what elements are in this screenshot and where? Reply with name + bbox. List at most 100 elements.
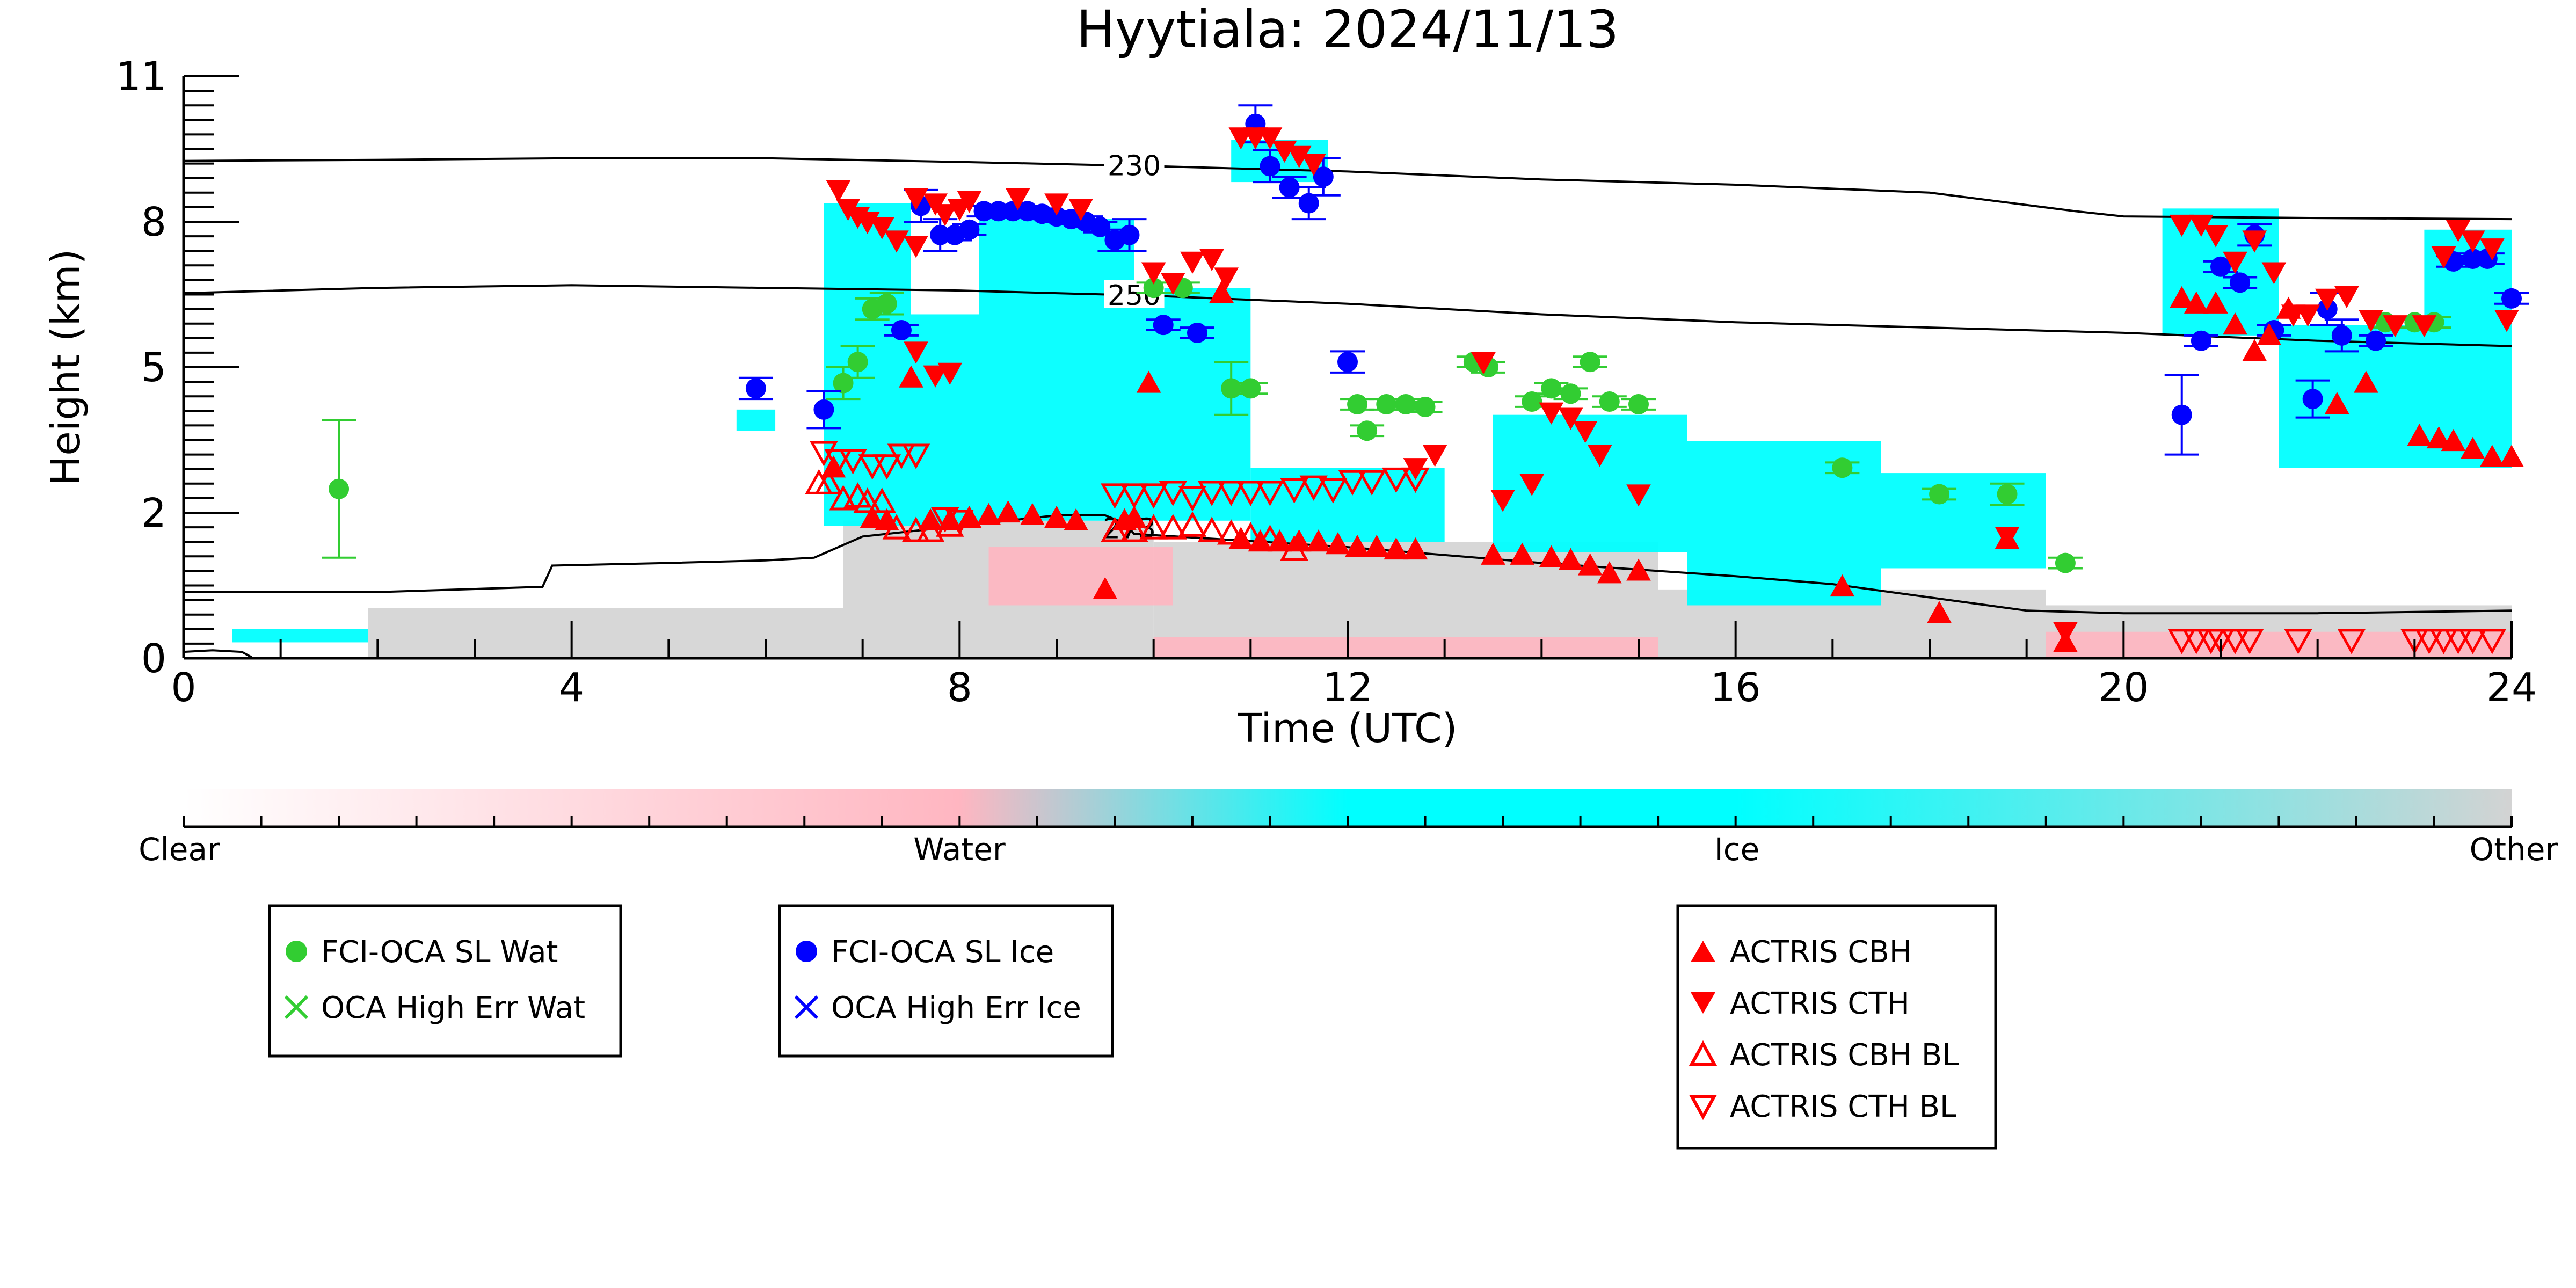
actris-cth-bl-point bbox=[1299, 475, 1328, 501]
legend-label-actris-cth: ACTRIS CTH bbox=[1730, 986, 1910, 1021]
y-tick-label: 8 bbox=[141, 199, 166, 245]
fci-oca-sl-wat-point bbox=[1997, 484, 2018, 505]
x-tick-label: 0 bbox=[171, 665, 196, 711]
legend-label-oca-high-err-ice: OCA High Err Ice bbox=[831, 991, 1081, 1025]
colorbar-label-water: Water bbox=[913, 831, 1006, 868]
actris-cth-point bbox=[2460, 230, 2485, 253]
fci-oca-sl-wat-point bbox=[1599, 391, 1620, 412]
fci-oca-sl-ice-point bbox=[1313, 166, 1334, 187]
actris-cth-point bbox=[826, 180, 851, 202]
legend-marker-oca-high-err-ice bbox=[794, 995, 819, 1020]
fci-oca-sl-ice-point bbox=[1153, 315, 1174, 336]
actris-cth-point bbox=[1471, 352, 1496, 375]
legend-box bbox=[268, 904, 622, 1058]
actris-cbh-point bbox=[976, 503, 1001, 526]
fci-oca-sl-ice-point bbox=[1119, 224, 1140, 245]
actris-cth-bl-point bbox=[901, 443, 930, 469]
fci-oca-sl-wat-point bbox=[2055, 552, 2076, 573]
isotherm-label-bg bbox=[1104, 150, 1165, 179]
fci-oca-sl-ice-point bbox=[813, 399, 834, 420]
colorbar: Clear Water Ice Other bbox=[139, 789, 2558, 868]
colorbar-label-clear: Clear bbox=[139, 831, 220, 868]
actris-cbh-point bbox=[1364, 535, 1389, 557]
actris-cbh-bl-point bbox=[814, 469, 843, 494]
actris-cth-point bbox=[2315, 288, 2340, 311]
x-tick-label: 16 bbox=[1711, 665, 1761, 711]
legend-label-actris-cbh: ACTRIS CBH bbox=[1730, 935, 1912, 970]
fci-oca-sl-wat-point bbox=[1628, 394, 1649, 414]
legend-marker-actris-cbh-bl bbox=[1689, 1040, 1718, 1066]
fci-oca-sl-wat-point bbox=[1929, 484, 1950, 505]
actris-cbh-bl-point bbox=[1280, 535, 1308, 561]
actris-cbh-bl-point bbox=[1236, 522, 1265, 548]
actris-cth-bl-point bbox=[2221, 629, 2250, 654]
region-ice bbox=[1881, 473, 2046, 569]
actris-cth-bl-point bbox=[2478, 629, 2507, 654]
y-tick-label: 0 bbox=[141, 636, 166, 682]
actris-cbh-point bbox=[2324, 391, 2349, 414]
fci-oca-sl-ice-point bbox=[1279, 177, 1300, 198]
legend-label-fci-oca-sl-ice: FCI-OCA SL Ice bbox=[831, 935, 1054, 970]
region-ice bbox=[979, 219, 1134, 521]
actris-cbh-point bbox=[1020, 503, 1045, 526]
actris-cth-point bbox=[2261, 262, 2287, 285]
actris-cth-bl-point bbox=[2337, 629, 2366, 654]
legend-marker-fci-oca-sl-ice bbox=[796, 941, 817, 962]
colorbar-label-ice: Ice bbox=[1714, 831, 1760, 868]
actris-cbh-bl-point bbox=[1139, 514, 1168, 540]
legend-marker-actris-cbh bbox=[1691, 941, 1715, 962]
actris-cth-point bbox=[869, 217, 894, 239]
actris-cth-point bbox=[937, 362, 963, 385]
fci-oca-sl-wat-point bbox=[876, 293, 897, 314]
actris-cth-point bbox=[1141, 262, 1166, 285]
actris-cth-bl-point bbox=[2429, 629, 2458, 654]
actris-cth-bl-point bbox=[1197, 481, 1226, 506]
fci-oca-sl-ice-point bbox=[2501, 288, 2522, 309]
actris-cbh-bl-point bbox=[1101, 516, 1129, 542]
actris-cbh-point bbox=[1927, 601, 1952, 623]
fci-oca-sl-ice-point bbox=[2366, 330, 2386, 351]
actris-cth-bl-point bbox=[1338, 470, 1367, 496]
actris-cth-bl-point bbox=[2167, 629, 2196, 654]
actris-cth-point bbox=[884, 230, 909, 253]
actris-cbh-point bbox=[1345, 535, 1370, 557]
fci-oca-sl-wat-point bbox=[1357, 420, 1378, 441]
x-tick-label: 12 bbox=[1322, 665, 1373, 711]
actris-cth-point bbox=[2203, 225, 2228, 248]
legend-label-oca-high-err-wat: OCA High Err Wat bbox=[321, 991, 585, 1025]
actris-cbh-point bbox=[2480, 445, 2505, 467]
actris-cth-point bbox=[957, 191, 982, 213]
actris-cth-point bbox=[1301, 154, 1326, 176]
legend-box bbox=[778, 904, 1114, 1058]
actris-cth-bl-point bbox=[2444, 629, 2472, 654]
actris-cth-point bbox=[1257, 127, 1283, 150]
actris-cth-point bbox=[2494, 310, 2519, 332]
region-ice bbox=[232, 629, 368, 643]
actris-cbh-point bbox=[2223, 312, 2247, 335]
fci-oca-sl-wat-point bbox=[1376, 394, 1397, 414]
fci-oca-sl-ice-point bbox=[2331, 325, 2352, 346]
legend-label-actris-cth-bl: ACTRIS CTH BL bbox=[1730, 1089, 1956, 1124]
fci-oca-sl-wat-point bbox=[1347, 394, 1368, 414]
fci-oca-sl-wat-point bbox=[1522, 391, 1542, 412]
actris-cbh-point bbox=[2354, 370, 2378, 393]
actris-cth-bl-point bbox=[2206, 629, 2235, 654]
fci-oca-sl-ice-point bbox=[1187, 322, 1207, 343]
actris-cbh-bl-point bbox=[868, 487, 897, 513]
actris-cth-bl-point bbox=[810, 441, 838, 467]
surface-line bbox=[184, 649, 252, 658]
actris-cth-bl-point bbox=[1120, 483, 1148, 509]
actris-cth-bl-point bbox=[945, 510, 974, 535]
chart-title: Hyytiala: 2024/11/13 bbox=[1076, 0, 1619, 60]
fci-oca-sl-wat-point bbox=[1221, 378, 1242, 399]
actris-cbh-point bbox=[1209, 281, 1234, 303]
fci-oca-sl-wat-point bbox=[1580, 352, 1600, 373]
x-tick-label: 24 bbox=[2486, 665, 2537, 711]
actris-cth-bl-point bbox=[1401, 467, 1430, 493]
actris-cth-point bbox=[1005, 188, 1030, 210]
actris-cth-bl-point bbox=[1256, 481, 1284, 506]
fci-oca-sl-ice-point bbox=[2210, 256, 2231, 277]
actris-cth-point bbox=[1539, 402, 1564, 425]
actris-cth-bl-point bbox=[1382, 467, 1410, 493]
